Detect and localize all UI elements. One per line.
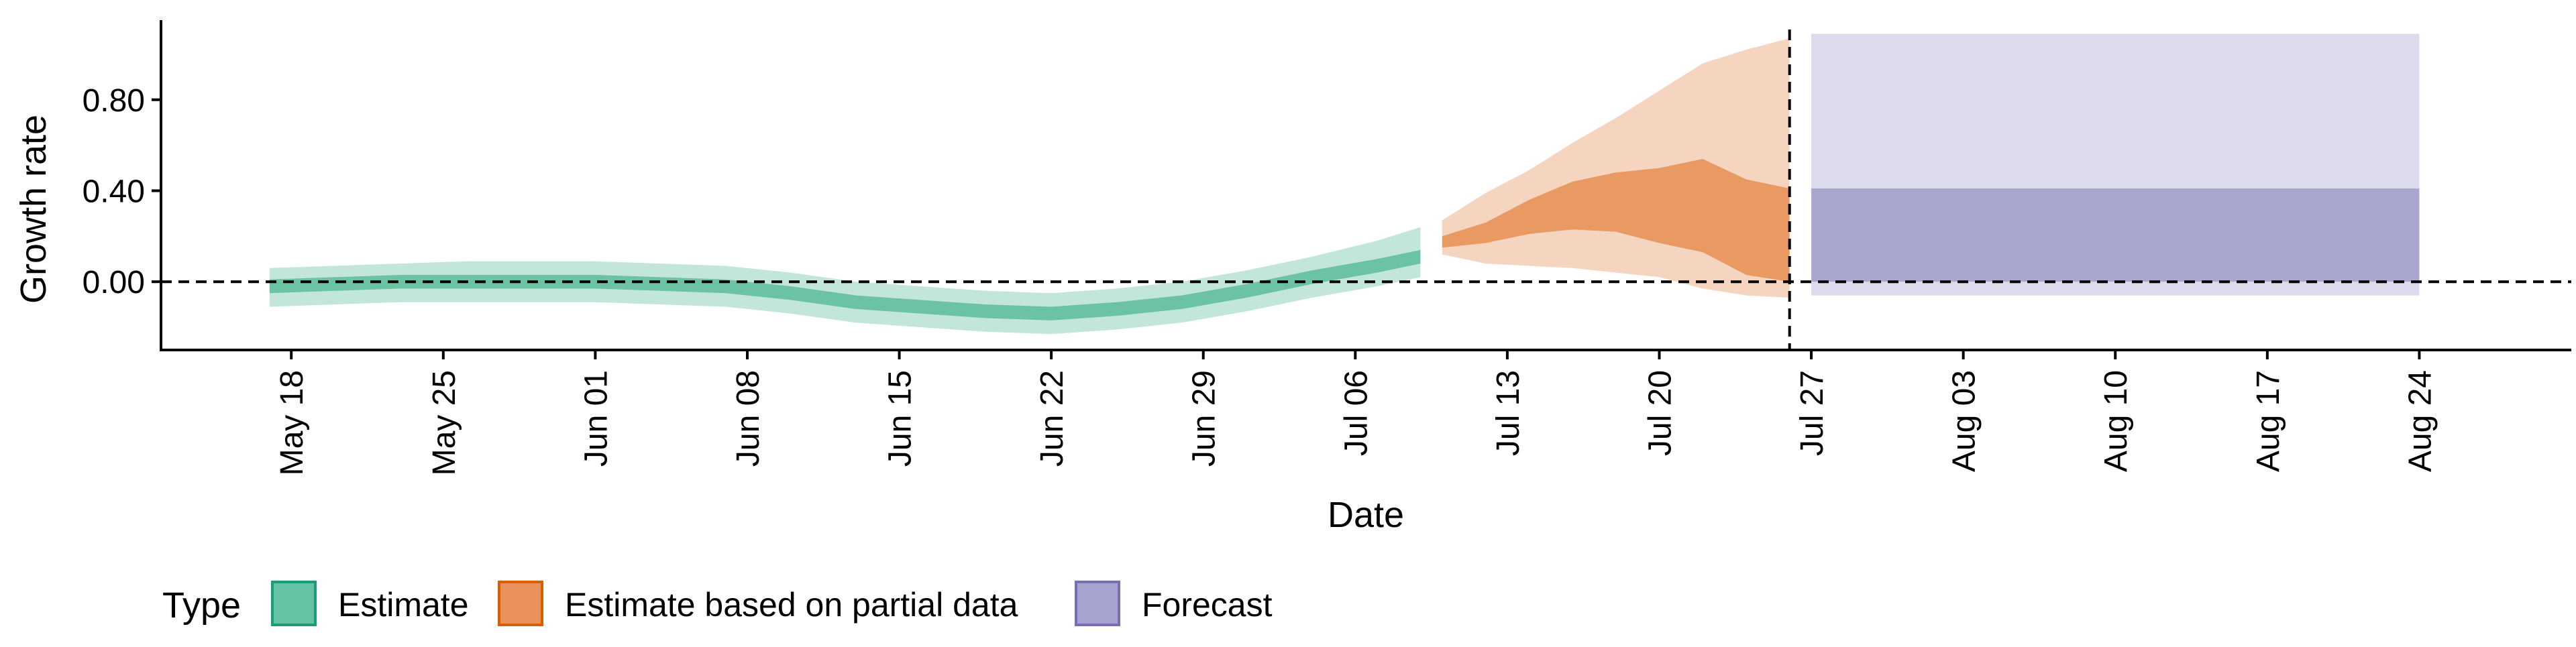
estimate-band-50 (269, 249, 1421, 320)
x-tick-label: Jun 15 (883, 370, 918, 467)
x-tick-label: Jul 20 (1643, 370, 1678, 456)
legend: Type Estimate Estimate based on partial d… (162, 581, 1273, 626)
legend-label-forecast: Forecast (1142, 586, 1273, 624)
x-tick-label: May 25 (427, 370, 462, 475)
x-tick-label: Jul 13 (1491, 370, 1526, 456)
estimate-based-on-partial-data-band-50 (1442, 159, 1790, 282)
x-tick-label: Jun 08 (731, 370, 766, 467)
band-layer (269, 34, 2420, 335)
y-tick-label: 0.00 (83, 265, 145, 300)
legend-key-forecast (1075, 581, 1120, 626)
legend-title: Type (162, 585, 241, 626)
legend-label-estimate-based-on-partial-data: Estimate based on partial data (565, 586, 1018, 624)
y-ticks: 0.00 0.40 0.80 (83, 83, 161, 300)
x-tick-label: Jun 22 (1034, 370, 1070, 467)
x-tick-label: Jun 29 (1187, 370, 1222, 467)
x-tick-label: Jul 06 (1338, 370, 1374, 456)
x-tick-label: Jul 27 (1794, 370, 1830, 456)
x-tick-label: Jun 01 (578, 370, 614, 467)
forecast-band-50 (1811, 188, 2420, 282)
legend-label-estimate: Estimate (338, 586, 469, 624)
reference-lines (161, 30, 2571, 350)
x-ticks: May 18 May 25 Jun 01 Jun 08 Jun 15 Jun 22 Jun … (274, 350, 2438, 475)
axes (160, 20, 2571, 351)
x-tick-label: Aug 17 (2251, 370, 2286, 472)
y-tick-label: 0.80 (83, 83, 145, 119)
x-axis-label: Date (1328, 495, 1404, 535)
x-tick-label: Aug 24 (2402, 370, 2438, 472)
y-axis-label: Growth rate (13, 115, 54, 304)
x-tick-label: Aug 03 (1947, 370, 1982, 472)
x-tick-label: Aug 10 (2098, 370, 2134, 472)
y-tick-label: 0.40 (83, 174, 145, 209)
x-tick-label: May 18 (274, 370, 310, 475)
legend-key-estimate-based-on-partial-data (498, 581, 543, 626)
legend-key-estimate (271, 581, 317, 626)
